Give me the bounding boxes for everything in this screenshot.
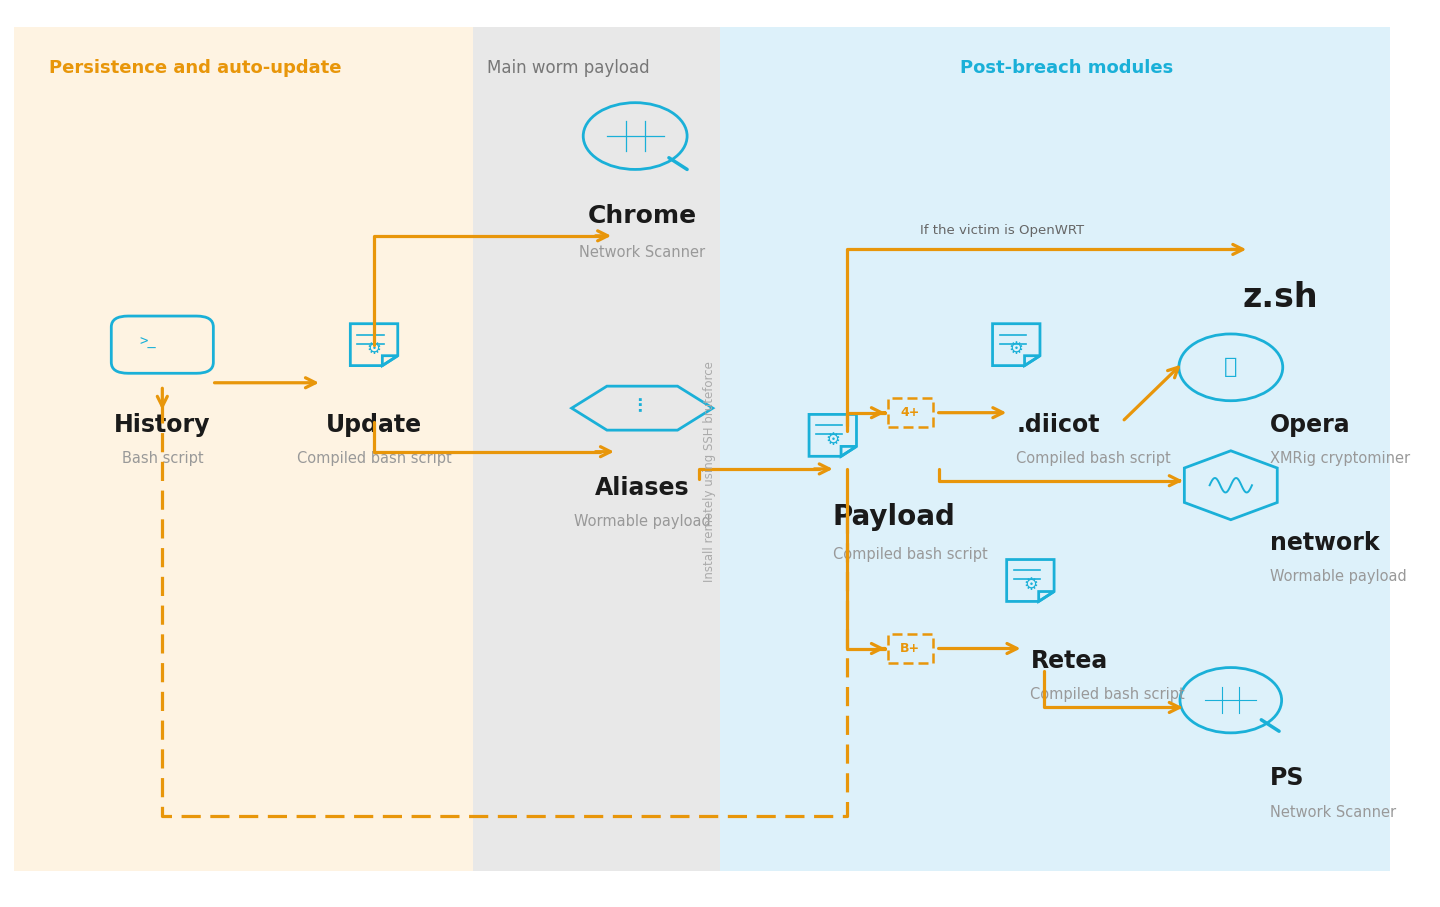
Text: Wormable payload: Wormable payload [575,514,710,530]
Text: z.sh: z.sh [1243,281,1318,314]
FancyBboxPatch shape [14,27,472,871]
Text: PS: PS [1270,766,1305,790]
Text: Wormable payload: Wormable payload [1270,569,1407,584]
Text: Install remotely using SSH bruteforce: Install remotely using SSH bruteforce [704,361,717,582]
Text: If the victim is OpenWRT: If the victim is OpenWRT [920,224,1084,237]
Text: ₿: ₿ [1224,357,1237,377]
Text: ⚙: ⚙ [825,431,840,449]
Text: Chrome: Chrome [588,204,697,228]
Text: network: network [1270,531,1380,554]
FancyBboxPatch shape [472,27,720,871]
Text: 4+: 4+ [900,406,920,419]
Text: Compiled bash script: Compiled bash script [297,451,451,466]
Text: Aliases: Aliases [595,476,690,500]
Text: ⚙: ⚙ [1009,340,1024,358]
Text: Main worm payload: Main worm payload [487,59,649,77]
Text: Opera: Opera [1270,413,1351,436]
Text: XMRig cryptominer: XMRig cryptominer [1270,451,1410,466]
Text: B+: B+ [900,642,920,655]
Text: Persistence and auto-update: Persistence and auto-update [49,59,341,77]
Text: Post-breach modules: Post-breach modules [960,59,1174,77]
Text: Network Scanner: Network Scanner [1270,805,1397,820]
Text: History: History [114,413,210,436]
Text: ⠇: ⠇ [635,399,649,417]
Text: Bash script: Bash script [121,451,203,466]
Text: ⚙: ⚙ [1022,576,1038,594]
Text: Retea: Retea [1031,649,1107,672]
Text: Network Scanner: Network Scanner [579,245,706,260]
Text: .diicot: .diicot [1017,413,1100,436]
FancyBboxPatch shape [720,27,1390,871]
Text: ⚙: ⚙ [367,340,382,358]
Text: Compiled bash script: Compiled bash script [832,547,988,562]
Text: >_: >_ [140,335,157,349]
Text: Compiled bash script: Compiled bash script [1017,451,1171,466]
Text: Compiled bash script: Compiled bash script [1031,687,1185,702]
Text: Update: Update [325,413,422,436]
Text: Payload: Payload [832,503,956,532]
